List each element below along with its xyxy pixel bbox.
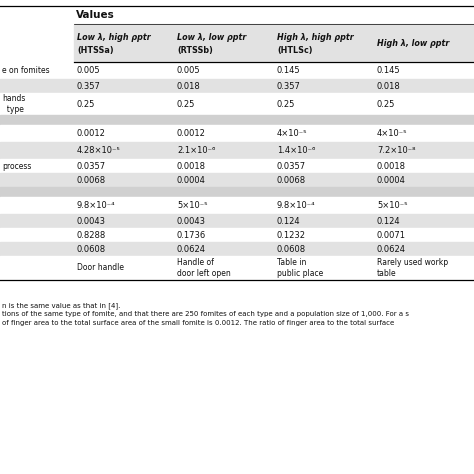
Text: 0.8288: 0.8288 <box>77 230 106 239</box>
Text: High λ, high ρptr: High λ, high ρptr <box>277 33 354 42</box>
Bar <box>0 159 474 173</box>
Text: 0.0043: 0.0043 <box>177 217 206 226</box>
Text: High λ, low ρptr: High λ, low ρptr <box>377 38 449 47</box>
Bar <box>0 256 474 280</box>
Text: 4.28×10⁻⁵: 4.28×10⁻⁵ <box>77 146 121 155</box>
Bar <box>0 79 474 93</box>
Text: 0.018: 0.018 <box>177 82 201 91</box>
Text: n is the same value as that in [4].: n is the same value as that in [4]. <box>2 302 120 309</box>
Text: 0.0068: 0.0068 <box>277 175 306 184</box>
Text: 1.4×10⁻⁶: 1.4×10⁻⁶ <box>277 146 315 155</box>
Text: 0.0068: 0.0068 <box>77 175 106 184</box>
Text: 0.1736: 0.1736 <box>177 230 206 239</box>
Bar <box>74 24 474 62</box>
Text: 4×10⁻⁵: 4×10⁻⁵ <box>277 129 308 138</box>
Text: of finger area to the total surface area of the small fomite is 0.0012. The rati: of finger area to the total surface area… <box>2 320 394 326</box>
Text: (RTSSb): (RTSSb) <box>177 46 213 55</box>
Bar <box>0 228 474 242</box>
Text: tions of the same type of fomite, and that there are 250 fomites of each type an: tions of the same type of fomite, and th… <box>2 311 409 317</box>
Text: 0.0018: 0.0018 <box>177 162 206 171</box>
Text: 9.8×10⁻⁴: 9.8×10⁻⁴ <box>277 201 316 210</box>
Text: process: process <box>2 162 31 171</box>
Text: 0.145: 0.145 <box>377 66 401 75</box>
Text: Handle of
door left open: Handle of door left open <box>177 258 231 278</box>
Bar <box>0 142 474 159</box>
Text: Rarely used workp
table: Rarely used workp table <box>377 258 448 278</box>
Bar <box>0 214 474 228</box>
Text: 0.0004: 0.0004 <box>177 175 206 184</box>
Text: 0.124: 0.124 <box>377 217 401 226</box>
Text: Values: Values <box>76 10 115 20</box>
Bar <box>0 197 474 214</box>
Bar <box>0 173 474 187</box>
Text: 0.0357: 0.0357 <box>277 162 306 171</box>
Text: (HTLSc): (HTLSc) <box>277 46 312 55</box>
Bar <box>0 62 474 79</box>
Text: 0.0608: 0.0608 <box>277 245 306 254</box>
Text: (HTSSa): (HTSSa) <box>77 46 114 55</box>
Text: 0.018: 0.018 <box>377 82 401 91</box>
Text: 9.8×10⁻⁴: 9.8×10⁻⁴ <box>77 201 116 210</box>
Text: 0.0624: 0.0624 <box>177 245 206 254</box>
Text: 0.25: 0.25 <box>77 100 95 109</box>
Text: 5×10⁻⁵: 5×10⁻⁵ <box>377 201 408 210</box>
Text: 0.357: 0.357 <box>277 82 301 91</box>
Text: 0.005: 0.005 <box>77 66 100 75</box>
Text: Low λ, low ρptr: Low λ, low ρptr <box>177 33 246 42</box>
Text: Door handle: Door handle <box>77 264 124 273</box>
Text: 0.124: 0.124 <box>277 217 301 226</box>
Text: 0.0043: 0.0043 <box>77 217 106 226</box>
Bar <box>0 24 74 62</box>
Text: 0.1232: 0.1232 <box>277 230 306 239</box>
Text: 0.0357: 0.0357 <box>77 162 106 171</box>
Bar <box>0 115 474 125</box>
Text: e on fomites: e on fomites <box>2 66 50 75</box>
Text: hands
  type: hands type <box>2 94 26 114</box>
Text: 0.0004: 0.0004 <box>377 175 406 184</box>
Bar <box>0 6 474 24</box>
Text: 0.25: 0.25 <box>177 100 195 109</box>
Text: Table in
public place: Table in public place <box>277 258 323 278</box>
Text: Low λ, high ρptr: Low λ, high ρptr <box>77 33 151 42</box>
Text: 0.25: 0.25 <box>377 100 395 109</box>
Text: 0.0012: 0.0012 <box>177 129 206 138</box>
Bar <box>0 187 474 197</box>
Text: 7.2×10⁻⁸: 7.2×10⁻⁸ <box>377 146 416 155</box>
Text: 0.0071: 0.0071 <box>377 230 406 239</box>
Text: 5×10⁻⁵: 5×10⁻⁵ <box>177 201 208 210</box>
Text: 0.005: 0.005 <box>177 66 201 75</box>
Bar <box>0 242 474 256</box>
Text: 0.145: 0.145 <box>277 66 301 75</box>
Text: 0.0624: 0.0624 <box>377 245 406 254</box>
Bar <box>0 125 474 142</box>
Bar <box>0 93 474 115</box>
Text: 0.25: 0.25 <box>277 100 295 109</box>
Text: 4×10⁻⁵: 4×10⁻⁵ <box>377 129 408 138</box>
Text: 2.1×10⁻⁶: 2.1×10⁻⁶ <box>177 146 215 155</box>
Text: 0.0608: 0.0608 <box>77 245 106 254</box>
Text: 0.0018: 0.0018 <box>377 162 406 171</box>
Text: 0.357: 0.357 <box>77 82 101 91</box>
Text: 0.0012: 0.0012 <box>77 129 106 138</box>
